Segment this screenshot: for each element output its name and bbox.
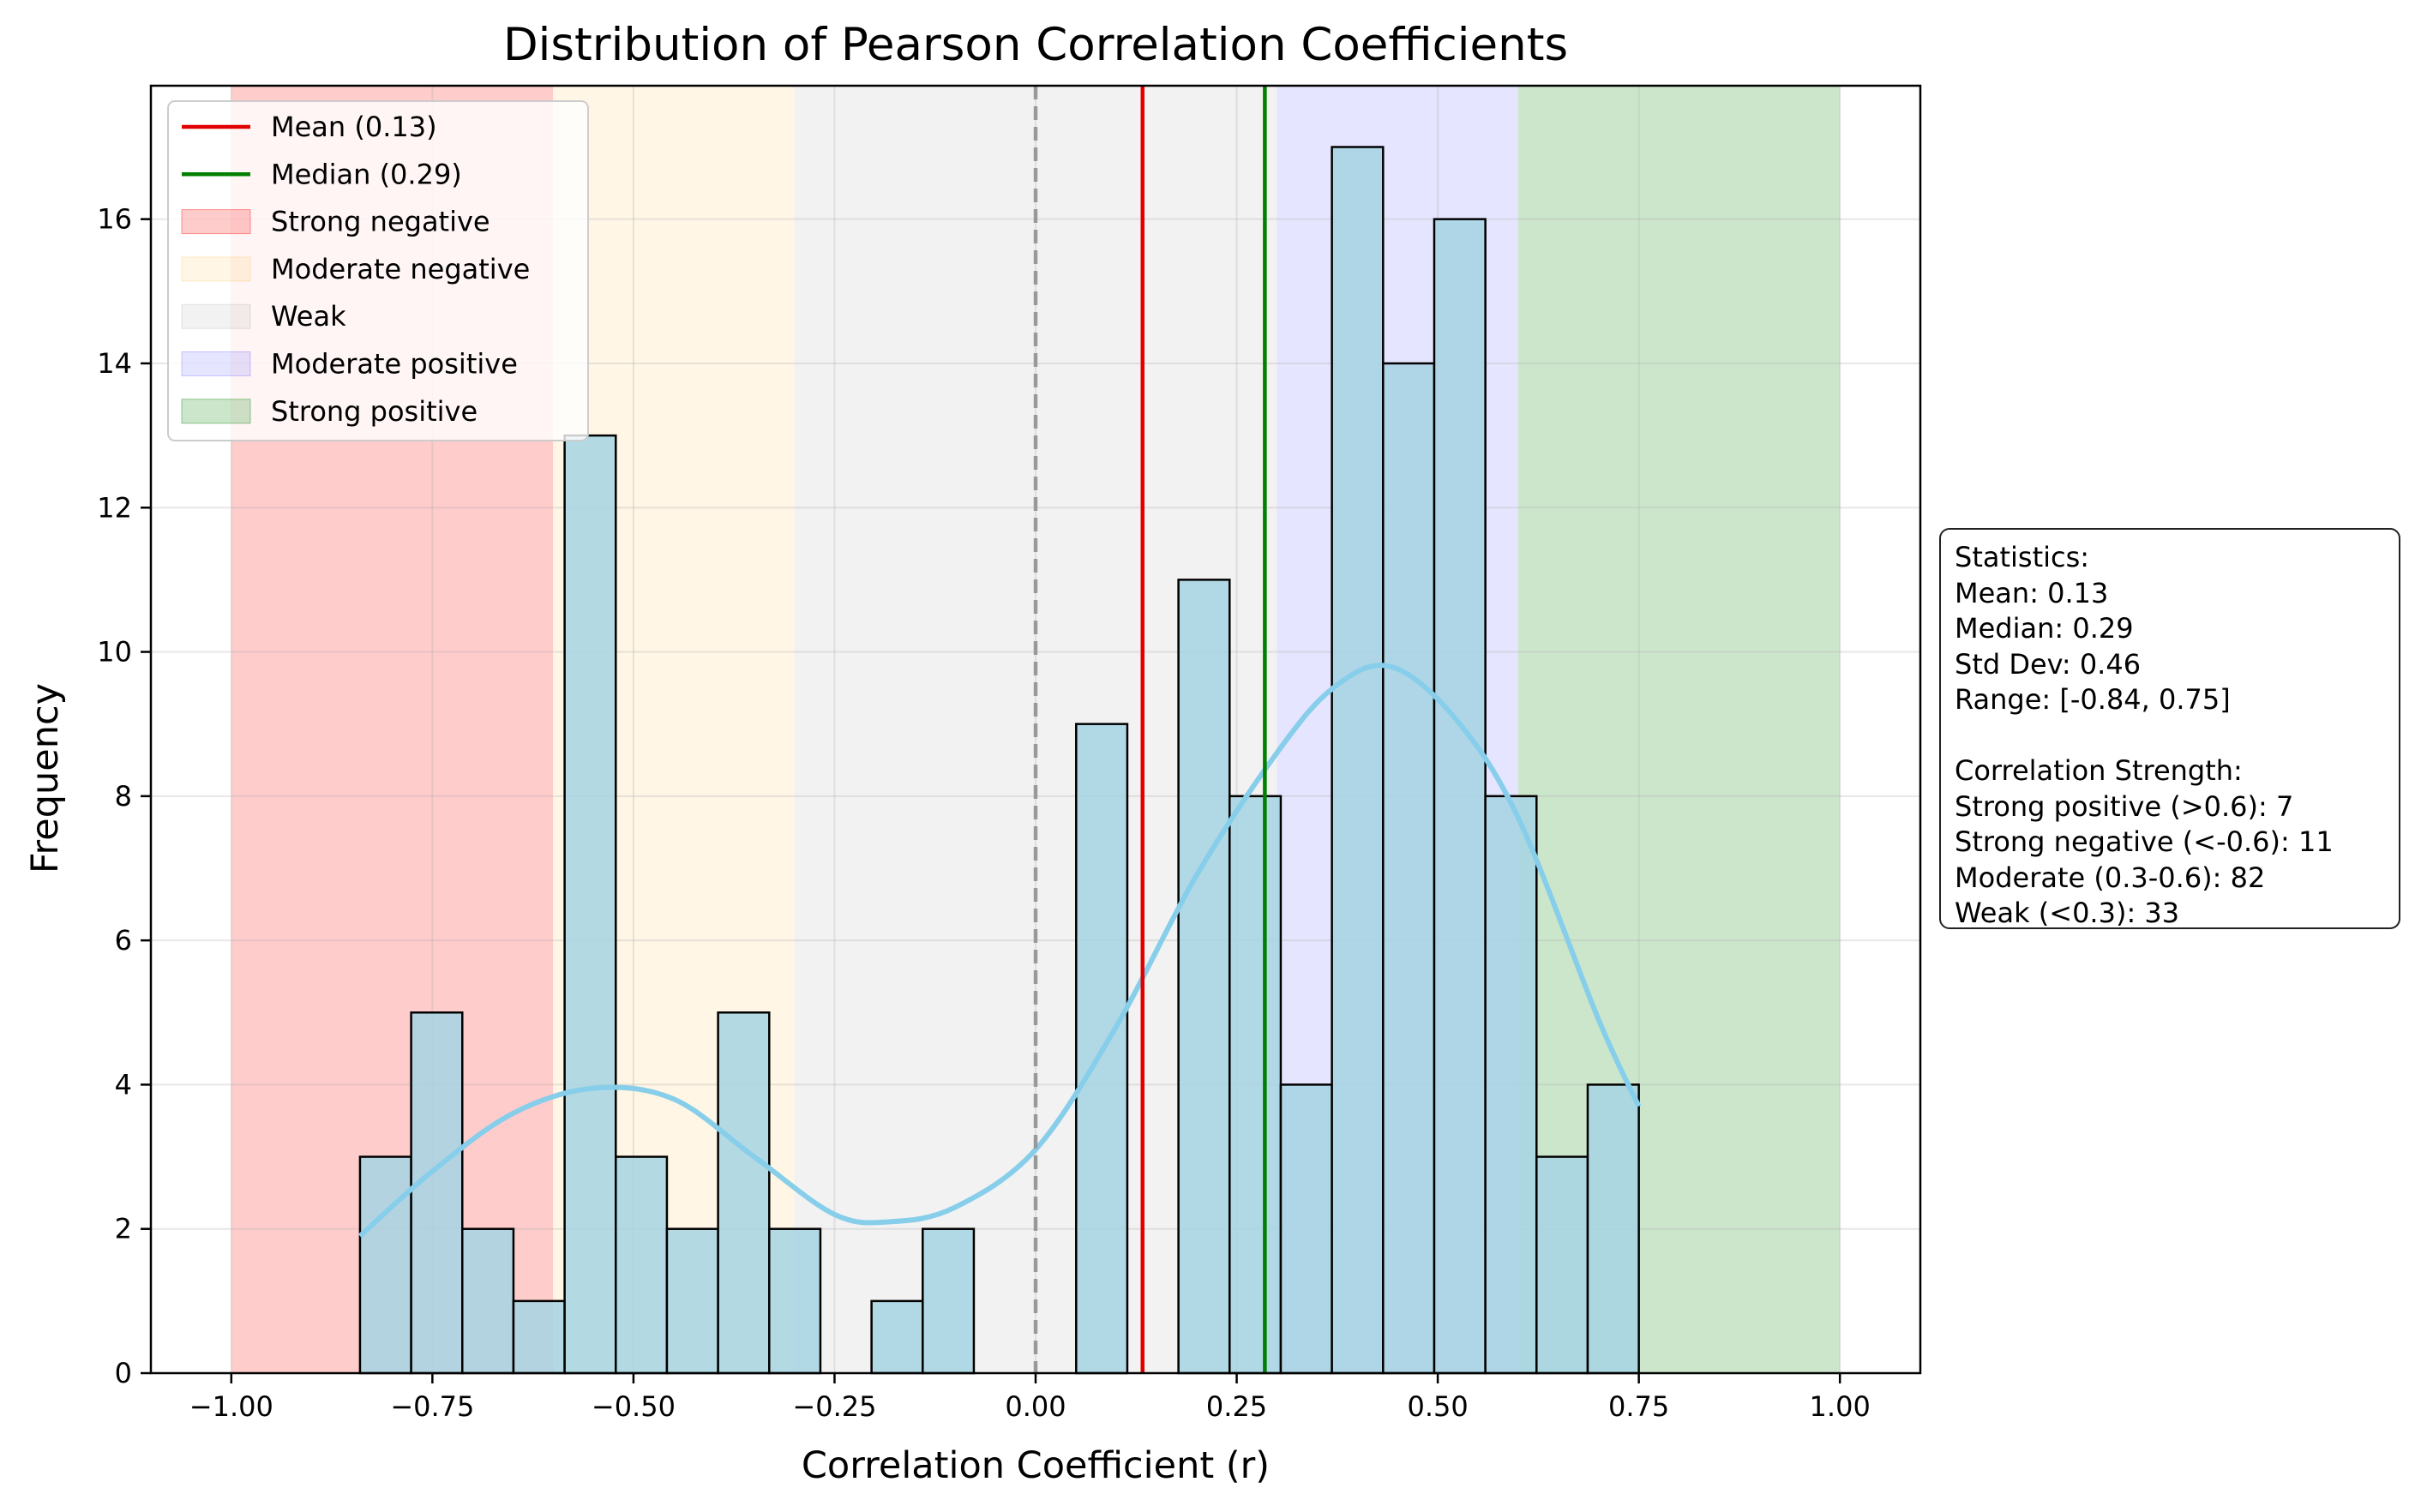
x-tick-label: −0.25 [792, 1390, 876, 1423]
stats-line: Correlation Strength: [1955, 754, 2243, 787]
stats-line: Strong negative (<-0.6): 11 [1955, 825, 2334, 858]
legend: Mean (0.13) Median (0.29) Strong negative M… [167, 100, 589, 441]
x-tick-label: −1.00 [189, 1390, 273, 1423]
stats-line: Std Dev: 0.46 [1955, 647, 2142, 681]
stats-line: Median: 0.29 [1955, 612, 2134, 645]
legend-frame [167, 100, 589, 441]
y-axis-label: Frequency [24, 683, 67, 873]
histogram-bar [1382, 362, 1436, 1375]
stats-line: Range: [-0.84, 0.75] [1955, 683, 2231, 716]
histogram-bar [1279, 1083, 1333, 1375]
y-tick-label: 0 [115, 1357, 132, 1389]
stats-line: Weak (<0.3): 33 [1955, 897, 2180, 929]
histogram-bar [922, 1227, 976, 1375]
legend-patch-swatch [181, 351, 251, 376]
x-tick-label: 0.50 [1407, 1390, 1468, 1423]
histogram-bar [1433, 218, 1487, 1375]
y-tick-label: 8 [115, 780, 132, 813]
histogram-bar [358, 1155, 412, 1375]
stats-line: Moderate (0.3-0.6): 82 [1955, 861, 2266, 894]
legend-label: Strong negative [271, 206, 490, 238]
y-tick-label: 12 [97, 491, 132, 524]
y-tick-label: 14 [97, 347, 132, 380]
y-tick-label: 6 [115, 924, 132, 957]
x-tick-label: −0.50 [592, 1390, 676, 1423]
x-axis-label: Correlation Coefficient (r) [802, 1444, 1270, 1487]
legend-label: Weak [271, 300, 346, 333]
histogram-bar [512, 1299, 566, 1375]
stats-line: Statistics: [1955, 541, 2090, 573]
histogram-bars [358, 146, 1640, 1375]
x-tick-label: 1.00 [1810, 1390, 1871, 1423]
histogram-bar [1229, 795, 1283, 1375]
y-tick-label: 2 [115, 1213, 132, 1245]
reference-lines [1033, 86, 1267, 1373]
y-tick-label: 10 [97, 636, 132, 669]
histogram-bar [870, 1299, 924, 1375]
legend-patch-swatch [181, 303, 251, 329]
kde-curve-group [357, 663, 1642, 1239]
histogram-bar [1535, 1155, 1589, 1375]
histogram-bar [1586, 1083, 1640, 1375]
axis-ticks: −1.00 −0.75 −0.50 −0.25 0.00 0.25 0.50 0.75 1.00… [97, 203, 1871, 1423]
legend-patch-swatch [181, 399, 251, 424]
histogram-bar [1484, 795, 1538, 1375]
histogram-bar [717, 1011, 771, 1375]
legend-label: Moderate negative [271, 253, 530, 285]
legend-patch-swatch [181, 209, 251, 235]
x-tick-label: −0.75 [390, 1390, 474, 1423]
stats-line: Mean: 0.13 [1955, 576, 2109, 609]
legend-label: Median (0.29) [271, 158, 462, 190]
x-tick-label: 0.25 [1206, 1390, 1267, 1423]
histogram-bar [1331, 146, 1385, 1375]
y-tick-label: 4 [115, 1068, 132, 1101]
x-tick-label: 0.75 [1608, 1390, 1669, 1423]
statistics-box: Statistics: Mean: 0.13 Median: 0.29 Std Dev… [1939, 528, 2400, 929]
histogram-bar [461, 1227, 515, 1375]
y-tick-label: 16 [97, 203, 132, 236]
legend-label: Moderate positive [271, 348, 518, 381]
chart-title: Distribution of Pearson Correlation Coef… [503, 19, 1568, 71]
histogram-bar [410, 1011, 464, 1375]
stats-line: Strong positive (>0.6): 7 [1955, 789, 2294, 823]
x-tick-label: 0.00 [1005, 1390, 1066, 1423]
histogram-bar [768, 1227, 822, 1375]
histogram-bar [665, 1227, 719, 1375]
kde-curve [357, 663, 1642, 1239]
histogram-bar [563, 434, 617, 1375]
legend-patch-swatch [181, 256, 251, 282]
histogram-bar [615, 1155, 669, 1375]
stats-spacer [1955, 718, 2399, 754]
legend-label: Mean (0.13) [271, 111, 437, 143]
histogram-bar [1177, 579, 1231, 1375]
legend-label: Strong positive [271, 395, 478, 428]
